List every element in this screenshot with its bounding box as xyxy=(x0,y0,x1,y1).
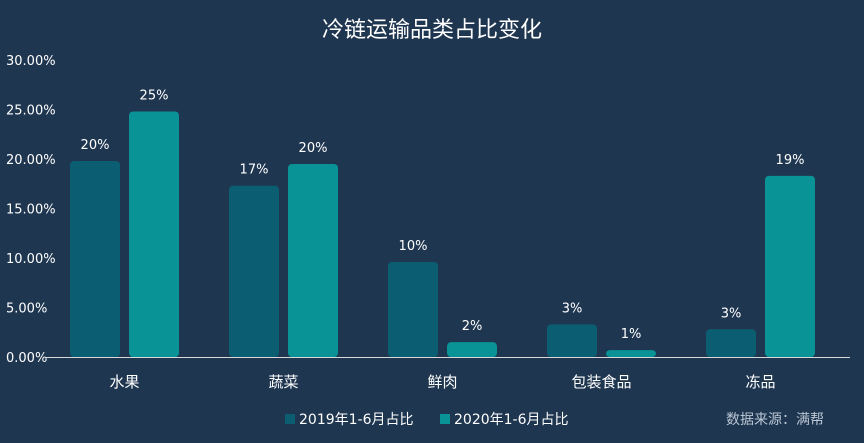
x-tick-label: 鲜肉 xyxy=(427,373,457,391)
data-label: 25% xyxy=(140,88,169,103)
data-label: 2% xyxy=(462,319,483,334)
legend: 2019年1-6月占比 2020年1-6月占比 xyxy=(285,412,569,428)
bar-series-2-2 xyxy=(288,163,338,357)
chart-title: 冷链运输品类占比变化 xyxy=(322,18,542,43)
legend-label-1: 2019年1-6月占比 xyxy=(299,412,414,428)
x-tick-label: 蔬菜 xyxy=(268,373,298,391)
data-label: 3% xyxy=(721,306,742,321)
y-axis: 0.00% 5.00% 10.00% 15.00% 20.00% 25.00% 30.00% xyxy=(6,54,56,366)
bar-series-2-5 xyxy=(765,175,815,357)
data-label: 20% xyxy=(299,141,328,156)
y-tick-label: 25.00% xyxy=(6,104,56,119)
bars: 20% 25% 17% 20% 10% 2% 3% 1% 3% 19% xyxy=(70,88,815,357)
y-tick-label: 30.00% xyxy=(6,54,56,69)
data-label: 19% xyxy=(776,153,805,168)
bar-series-1-2 xyxy=(229,185,279,357)
bar-series-2-1 xyxy=(129,111,179,357)
source-note: 数据来源：满帮 xyxy=(726,412,824,428)
bar-series-1-5 xyxy=(706,329,756,357)
bar-series-2-3 xyxy=(447,342,497,357)
x-tick-label: 水果 xyxy=(109,373,139,391)
legend-swatch-1 xyxy=(285,414,295,424)
y-tick-label: 0.00% xyxy=(6,351,47,366)
y-tick-label: 5.00% xyxy=(6,302,47,317)
x-tick-label: 包装食品 xyxy=(571,373,631,391)
x-tick-label: 冻品 xyxy=(745,373,775,391)
bar-series-1-4 xyxy=(547,324,597,357)
legend-label-2: 2020年1-6月占比 xyxy=(454,412,569,428)
bar-series-1-1 xyxy=(70,160,120,357)
bar-series-2-4 xyxy=(606,350,656,357)
data-label: 20% xyxy=(81,138,110,153)
legend-swatch-2 xyxy=(440,414,450,424)
x-axis: 水果 蔬菜 鲜肉 包装食品 冻品 xyxy=(45,357,850,391)
data-label: 17% xyxy=(240,163,269,178)
bar-series-1-3 xyxy=(388,261,438,357)
data-label: 10% xyxy=(399,239,428,254)
y-tick-label: 15.00% xyxy=(6,203,56,218)
data-label: 3% xyxy=(562,301,583,316)
y-tick-label: 20.00% xyxy=(6,153,56,168)
data-label: 1% xyxy=(621,327,642,342)
y-tick-label: 10.00% xyxy=(6,252,56,267)
